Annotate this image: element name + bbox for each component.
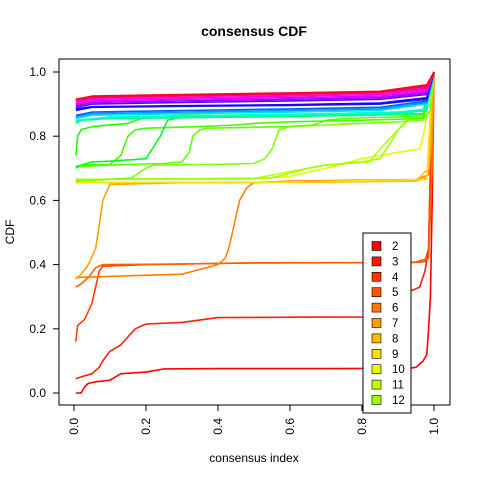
x-tick-label: 0.4 [211,418,225,435]
legend-label: 4 [392,272,399,284]
legend-swatch [371,364,382,375]
x-tick-label: 0.2 [139,418,153,435]
x-tick-label: 0.6 [283,418,297,435]
series-line-31 [75,71,435,101]
legend-swatch [371,287,382,298]
legend-swatch [371,348,382,359]
series-line-3 [75,71,435,380]
chart-title: consensus CDF [201,23,307,39]
legend-label: 3 [392,256,398,268]
x-axis: 0.0 0.2 0.4 0.6 0.8 1.0 [67,405,441,435]
y-axis: 0.0 0.2 0.4 0.6 0.8 1.0 [29,65,59,400]
series-line-15 [75,71,435,168]
y-tick-label: 0.8 [29,129,46,143]
legend-swatch [371,302,382,313]
series-line-21 [75,71,435,120]
plot-frame [58,58,451,406]
x-tick-label: 0.0 [67,418,81,435]
y-tick-label: 0.6 [29,193,46,207]
series-line-20 [75,71,435,121]
series-line-14 [75,71,435,168]
series-line-23 [75,71,435,117]
series-line-2 [75,71,435,394]
legend-label: 7 [392,318,398,330]
legend-swatch [371,256,382,267]
legend-box [362,232,412,414]
x-tick-label: 1.0 [427,418,441,435]
legend-swatch [371,241,382,251]
series-line-27 [75,71,435,107]
legend-label: 10 [392,364,405,376]
series-line-12 [75,71,435,181]
legend-swatch [371,379,382,390]
series-line-28 [75,71,435,105]
series-line-32 [75,71,435,101]
series-line-13 [75,71,435,182]
legend-swatch [371,318,382,328]
legend-label: 9 [392,349,398,361]
legend-label: 6 [392,303,398,315]
y-axis-label: CDF [3,220,17,245]
legend-label: 2 [392,241,398,253]
legend-label: 8 [392,333,398,345]
series-line-26 [75,71,435,109]
y-tick-label: 1.0 [29,65,46,79]
series-line-6 [75,71,435,279]
series-layer [75,71,435,394]
legend-swatch [371,395,382,405]
legend-label: 11 [392,380,404,392]
legend-swatch [371,271,382,282]
legend-swatch [371,333,382,344]
x-axis-label: consensus index [209,451,298,465]
legend: 2 3 4 5 6 7 8 9 10 11 12 [362,232,412,414]
legend-label: 12 [392,395,405,407]
x-tick-label: 0.8 [355,418,369,435]
series-line-25 [75,71,435,110]
y-tick-label: 0.0 [29,386,46,400]
y-tick-label: 0.2 [29,322,46,336]
series-line-29 [75,71,435,104]
legend-label: 5 [392,287,398,299]
series-line-22 [75,71,435,118]
y-tick-label: 0.4 [29,258,46,272]
